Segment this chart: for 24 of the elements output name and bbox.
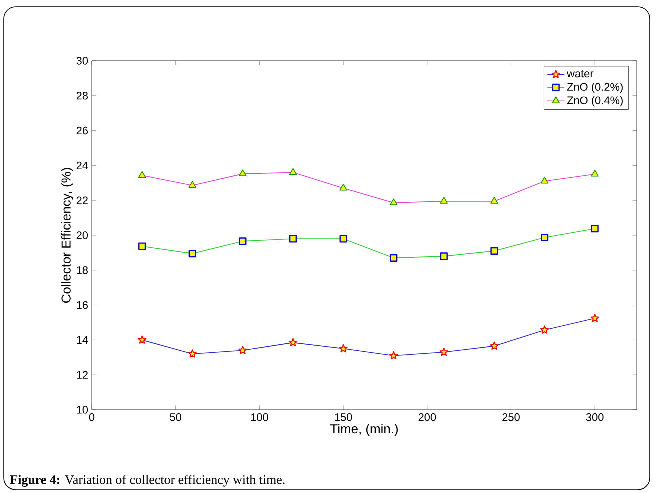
text: Figure 4: Variation of collector efficiency with time. [10, 474, 285, 487]
y-tick-label: 12 [77, 371, 88, 379]
y-tick-label: 10 [77, 406, 88, 414]
y-tick-label: 18 [77, 266, 88, 274]
y-tick-label: 30 [76, 57, 88, 65]
x-tick-label: 0 [89, 414, 95, 422]
y-tick-label: 16 [77, 301, 88, 310]
legend-label: water [567, 70, 594, 78]
y-tick-label: 22 [76, 196, 88, 204]
x-tick-label: 250 [502, 414, 520, 422]
x-tick-label: 150 [335, 414, 352, 422]
x-tick-label: 300 [586, 414, 604, 422]
y-tick-label: 26 [76, 126, 88, 135]
x-axis-title: Time, (min.) [330, 424, 398, 436]
x-tick-label: 50 [170, 414, 182, 422]
legend-label: ZnO (0.2%) [567, 82, 623, 94]
x-tick-label: 200 [418, 414, 436, 422]
y-tick-label: 20 [76, 232, 88, 240]
y-tick-label: 28 [76, 92, 88, 100]
x-tick-label: 100 [251, 414, 268, 422]
y-axis-title: Collector Efficiency, (%) [61, 168, 74, 303]
y-tick-label: 14 [77, 336, 88, 344]
legend-label: ZnO (0.4%) [567, 96, 623, 107]
y-tick-label: 24 [76, 162, 88, 170]
